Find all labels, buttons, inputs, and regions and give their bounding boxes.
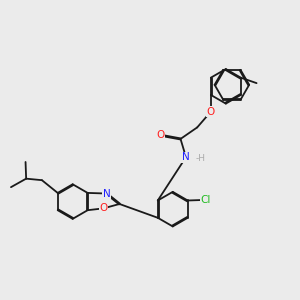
Text: O: O xyxy=(157,130,165,140)
Text: N: N xyxy=(182,152,190,162)
Text: -H: -H xyxy=(196,154,206,163)
Text: O: O xyxy=(207,106,215,117)
Text: Cl: Cl xyxy=(200,195,211,205)
Text: N: N xyxy=(103,188,110,199)
Text: O: O xyxy=(99,203,107,213)
